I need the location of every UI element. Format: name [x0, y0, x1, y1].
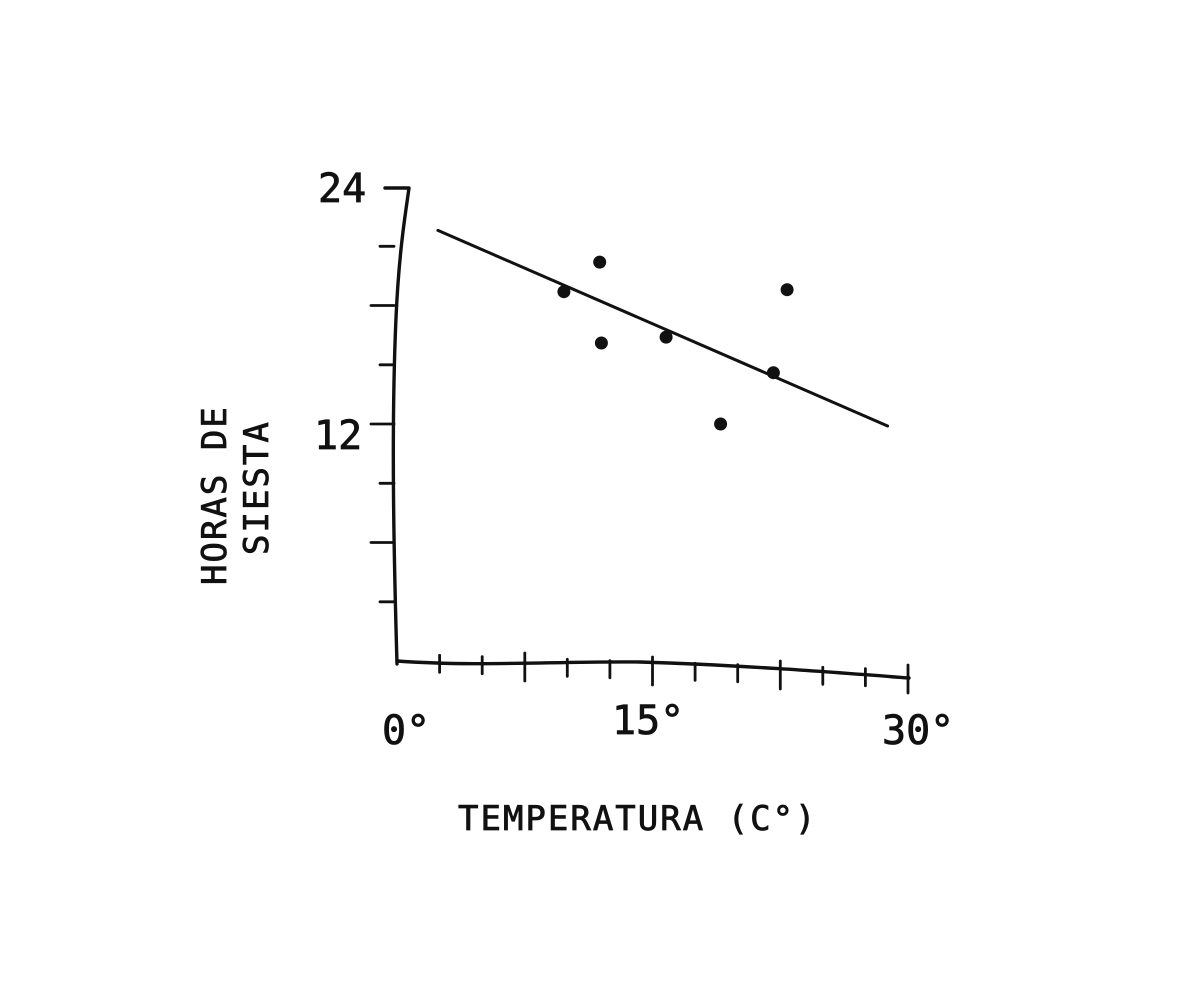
data-point-4 [659, 330, 673, 344]
y-axis-title-line-1: HORAS DE [195, 405, 235, 585]
y-tick-label-24: 24 [318, 166, 366, 212]
axis-ticks [369, 244, 910, 695]
data-point-5 [714, 417, 728, 431]
y-axis-title: HORAS DE SIESTA [195, 405, 278, 586]
data-point-7 [780, 283, 794, 297]
axis-labels: 24 12 0° 15° 30° TEMPERATURA (C°) HORAS … [195, 166, 955, 840]
x-axis-line [395, 659, 911, 680]
data-point-2 [593, 255, 607, 269]
x-tick-label-0: 0° [382, 708, 430, 754]
data-point-1 [557, 285, 571, 299]
x-axis-title: TEMPERATURA (C°) [458, 799, 818, 839]
x-tick-label-15: 15° [612, 698, 684, 744]
trend-line-group [436, 228, 890, 428]
data-point-3 [594, 336, 608, 350]
axes [383, 186, 911, 680]
x-tick-label-30: 30° [882, 708, 954, 754]
trend-line [436, 228, 890, 428]
data-point-6 [766, 366, 780, 380]
y-axis-line [383, 186, 411, 666]
y-axis-title-line-2: SIESTA [237, 420, 277, 555]
y-tick-label-12: 12 [314, 413, 362, 459]
data-points [557, 255, 794, 431]
